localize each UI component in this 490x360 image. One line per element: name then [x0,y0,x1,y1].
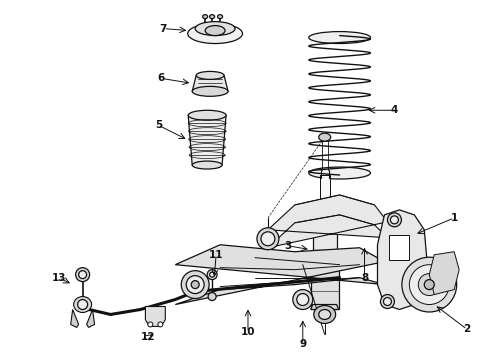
Text: 2: 2 [464,324,471,334]
Ellipse shape [418,274,440,296]
Ellipse shape [148,322,153,327]
Ellipse shape [402,257,457,312]
Text: 13: 13 [51,273,66,283]
Text: 10: 10 [241,327,255,337]
Ellipse shape [261,232,275,246]
Ellipse shape [205,26,225,36]
Bar [313,225,337,255]
Ellipse shape [188,24,243,44]
Ellipse shape [380,294,394,309]
Polygon shape [268,195,388,248]
Ellipse shape [192,161,222,169]
Ellipse shape [309,167,370,179]
Polygon shape [188,115,226,165]
Text: 3: 3 [284,241,292,251]
Ellipse shape [192,86,228,96]
Ellipse shape [314,306,336,323]
Ellipse shape [191,280,199,289]
Polygon shape [87,310,95,328]
Ellipse shape [297,293,309,306]
Ellipse shape [424,280,434,289]
Ellipse shape [210,272,215,277]
Polygon shape [175,245,385,305]
Ellipse shape [218,15,222,19]
Polygon shape [71,310,78,328]
Text: 4: 4 [391,105,398,115]
Ellipse shape [158,322,163,327]
Polygon shape [146,306,165,327]
Polygon shape [192,75,228,91]
Bar [319,175,330,225]
Text: 11: 11 [209,250,223,260]
Ellipse shape [195,22,235,36]
Ellipse shape [74,297,92,312]
Ellipse shape [318,133,331,141]
Ellipse shape [318,310,331,319]
Ellipse shape [188,110,226,120]
Ellipse shape [207,270,217,280]
Ellipse shape [409,265,449,305]
Ellipse shape [391,216,398,224]
Ellipse shape [293,289,313,310]
Ellipse shape [203,15,208,19]
Text: 6: 6 [158,73,165,84]
Ellipse shape [77,300,88,310]
Ellipse shape [78,271,87,279]
Text: 12: 12 [141,332,156,342]
Polygon shape [311,305,339,310]
Ellipse shape [384,298,392,306]
Text: 1: 1 [451,213,458,223]
Polygon shape [429,252,459,294]
Text: 8: 8 [361,273,368,283]
Text: 7: 7 [160,24,167,33]
Polygon shape [377,210,427,310]
Ellipse shape [75,268,90,282]
Ellipse shape [208,293,216,301]
Ellipse shape [309,32,370,44]
Ellipse shape [186,276,204,293]
Text: 5: 5 [155,120,162,130]
Ellipse shape [388,213,401,227]
Ellipse shape [210,15,215,19]
Text: 9: 9 [299,339,306,349]
Ellipse shape [257,228,279,250]
Ellipse shape [196,71,224,80]
Bar [311,250,339,310]
Bar [390,235,409,260]
Ellipse shape [181,271,209,298]
